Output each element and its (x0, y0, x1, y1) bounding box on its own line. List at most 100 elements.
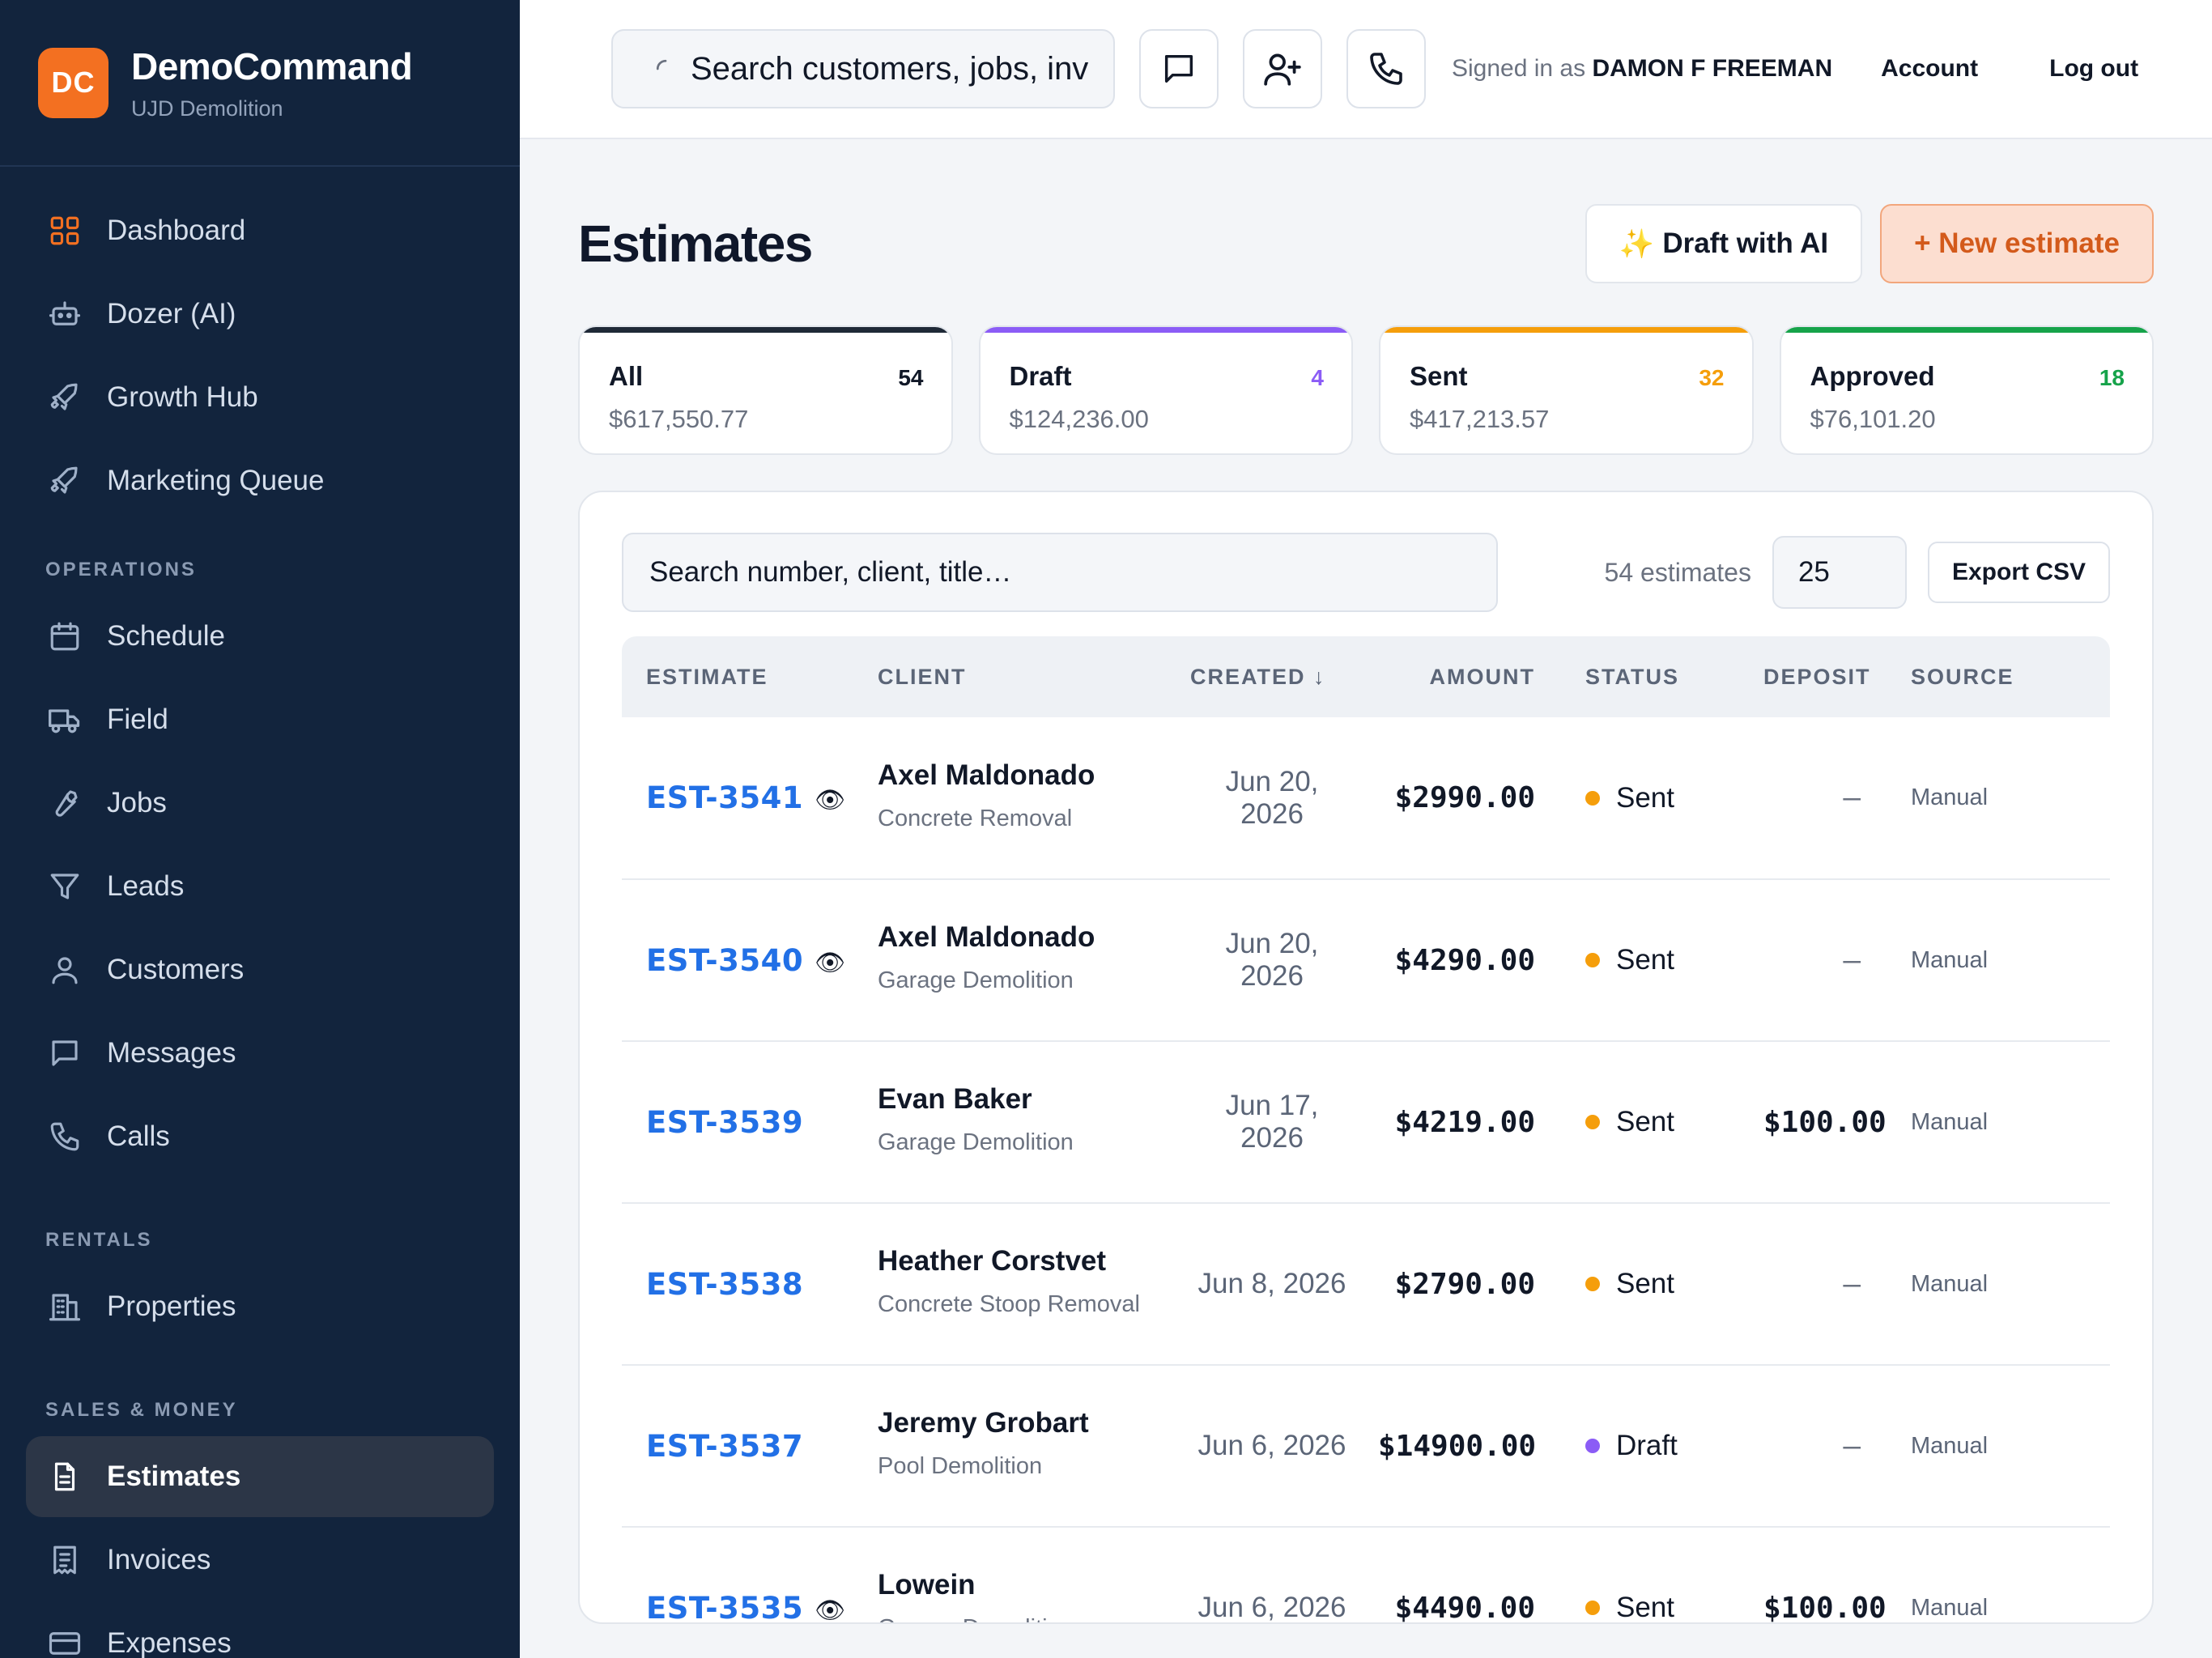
estimates-table: ESTIMATE CLIENT CREATED ↓ AMOUNT STATUS … (622, 636, 2110, 1624)
deposit-amount: — (1843, 943, 1861, 977)
estimate-search-input[interactable]: Search number, client, title… (622, 533, 1498, 612)
created-date: Jun 6, 2026 (1197, 1430, 1346, 1461)
status-dot (1585, 1601, 1600, 1615)
sidebar-item-expenses[interactable]: Expenses (26, 1603, 494, 1658)
status-card-sent[interactable]: Sent 32 $417,213.57 (1379, 325, 1754, 455)
table-row[interactable]: EST-3539 Evan Baker Garage Demolition Ju… (622, 1041, 2110, 1203)
sidebar-item-schedule[interactable]: Schedule (26, 596, 494, 677)
main-content: Estimates ✨ Draft with AI + New estimate… (520, 139, 2212, 1658)
estimate-title: Concrete Stoop Removal (878, 1291, 1140, 1317)
deposit-amount: $100.00 (1763, 1591, 1887, 1624)
client-name: Axel Maldonado (878, 759, 1095, 791)
deposit-amount: — (1843, 781, 1861, 814)
col-deposit[interactable]: DEPOSIT (1739, 636, 1887, 717)
viewed-eye-icon: 👁 (815, 949, 846, 976)
sidebar-section-title: RENTALS (45, 1229, 153, 1251)
status-card-count: 54 (898, 365, 924, 390)
status-card-accent-bar (1780, 327, 2152, 333)
sidebar-item-label: Invoices (107, 1544, 211, 1575)
status-dot (1585, 1439, 1600, 1453)
sidebar-item-growth-hub[interactable]: Growth Hub (26, 357, 494, 438)
estimate-number-link[interactable]: EST-3537 (646, 1428, 804, 1464)
sidebar-item-field[interactable]: Field (26, 679, 494, 760)
table-row[interactable]: EST-3538 Heather Corstvet Concrete Stoop… (622, 1203, 2110, 1365)
estimate-number-link[interactable]: EST-3535 (646, 1590, 804, 1624)
col-client[interactable]: CLIENT (853, 636, 1166, 717)
status-card-amount: $76,101.20 (1810, 405, 1936, 433)
created-date: Jun 8, 2026 (1197, 1268, 1346, 1299)
status-filter-cards: All 54 $617,550.77 Draft 4 $124,236.00 S… (578, 325, 2154, 455)
estimates-card: Search number, client, title… 54 estimat… (578, 491, 2154, 1624)
sidebar-item-estimates[interactable]: Estimates (26, 1436, 494, 1517)
status-card-amount: $617,550.77 (609, 405, 749, 433)
status-badge: Sent (1585, 944, 1739, 976)
estimate-number-link[interactable]: EST-3538 (646, 1266, 804, 1302)
table-row[interactable]: EST-3540 👁 Axel Maldonado Garage Demoliti… (622, 879, 2110, 1041)
table-row[interactable]: EST-3537 Jeremy Grobart Pool Demolition … (622, 1365, 2110, 1527)
table-row[interactable]: EST-3541 👁 Axel Maldonado Concrete Remova… (622, 717, 2110, 879)
sidebar: DC DemoCommand UJD Demolition Dashboard D… (0, 0, 520, 1658)
estimate-number-link[interactable]: EST-3540 (646, 942, 804, 978)
status-badge: Sent (1585, 782, 1739, 814)
draft-with-ai-button[interactable]: ✨ Draft with AI (1585, 204, 1863, 283)
status-label: Sent (1616, 781, 1674, 814)
logout-link[interactable]: Log out (2049, 55, 2139, 82)
sidebar-item-leads[interactable]: Leads (26, 846, 494, 927)
estimate-title: Garage Demolition (878, 1129, 1074, 1155)
source-label: Manual (1911, 1432, 1989, 1459)
sidebar-item-calls[interactable]: Calls (26, 1096, 494, 1177)
account-link[interactable]: Account (1881, 55, 1979, 82)
per-page-input[interactable]: 25 (1772, 536, 1907, 609)
export-csv-button[interactable]: Export CSV (1927, 542, 2110, 603)
table-row[interactable]: EST-3535 👁 Lowein Garage Demolition Jun 6… (622, 1527, 2110, 1624)
created-date: Jun 17, 2026 (1225, 1090, 1319, 1154)
estimate-amount: $4490.00 (1394, 1591, 1535, 1624)
col-amount[interactable]: AMOUNT (1354, 636, 1561, 717)
sidebar-item-label: Jobs (107, 787, 167, 818)
col-source[interactable]: SOURCE (1887, 636, 2110, 717)
card-icon (47, 1626, 83, 1658)
call-button[interactable] (1346, 29, 1426, 108)
col-estimate[interactable]: ESTIMATE (622, 636, 853, 717)
sidebar-nav: Dashboard Dozer (AI) Growth Hub Marketing Q… (0, 167, 520, 1658)
sidebar-item-label: Leads (107, 870, 185, 902)
messages-button[interactable] (1139, 29, 1219, 108)
estimate-amount: $14900.00 (1378, 1429, 1537, 1463)
rocket-icon (47, 463, 83, 499)
sidebar-item-dashboard[interactable]: Dashboard (26, 190, 494, 271)
source-label: Manual (1911, 946, 1989, 973)
status-card-draft[interactable]: Draft 4 $124,236.00 (978, 325, 1353, 455)
estimate-title: Garage Demolition (878, 1609, 1166, 1622)
sidebar-item-dozer-ai[interactable]: Dozer (AI) (26, 274, 494, 355)
estimate-number-link[interactable]: EST-3539 (646, 1104, 804, 1140)
estimate-number-link[interactable]: EST-3541 (646, 780, 804, 815)
sidebar-item-label: Estimates (107, 1460, 241, 1492)
deposit-amount: $100.00 (1763, 1105, 1887, 1139)
sidebar-item-marketing-queue[interactable]: Marketing Queue (26, 440, 494, 521)
sidebar-item-properties[interactable]: Properties (26, 1266, 494, 1347)
estimate-title: Concrete Removal (878, 805, 1073, 831)
calendar-icon (47, 619, 83, 654)
col-status[interactable]: STATUS (1561, 636, 1739, 717)
brand[interactable]: DC DemoCommand UJD Demolition (0, 0, 520, 167)
col-created[interactable]: CREATED ↓ (1166, 636, 1354, 717)
brand-subtitle: UJD Demolition (131, 96, 283, 121)
status-label: Sent (1616, 1268, 1674, 1299)
document-icon (47, 1459, 83, 1494)
receipt-icon (47, 1542, 83, 1578)
sidebar-item-invoices[interactable]: Invoices (26, 1520, 494, 1601)
client-name: Evan Baker (878, 1083, 1032, 1115)
add-customer-button[interactable] (1243, 29, 1322, 108)
status-dot (1585, 790, 1600, 806)
signed-in-user: DAMON F FREEMAN (1592, 55, 1833, 82)
viewed-eye-icon: 👁 (815, 787, 846, 814)
status-card-all[interactable]: All 54 $617,550.77 (578, 325, 953, 455)
status-card-approved[interactable]: Approved 18 $76,101.20 (1779, 325, 2154, 455)
sidebar-item-customers[interactable]: Customers (26, 929, 494, 1010)
sidebar-item-jobs[interactable]: Jobs (26, 763, 494, 844)
global-search-input[interactable]: Search customers, jobs, inv (611, 29, 1115, 108)
sidebar-item-messages[interactable]: Messages (26, 1013, 494, 1094)
estimate-amount: $2790.00 (1394, 1267, 1535, 1301)
status-card-count: 18 (2099, 365, 2125, 390)
new-estimate-button[interactable]: + New estimate (1880, 204, 2154, 283)
